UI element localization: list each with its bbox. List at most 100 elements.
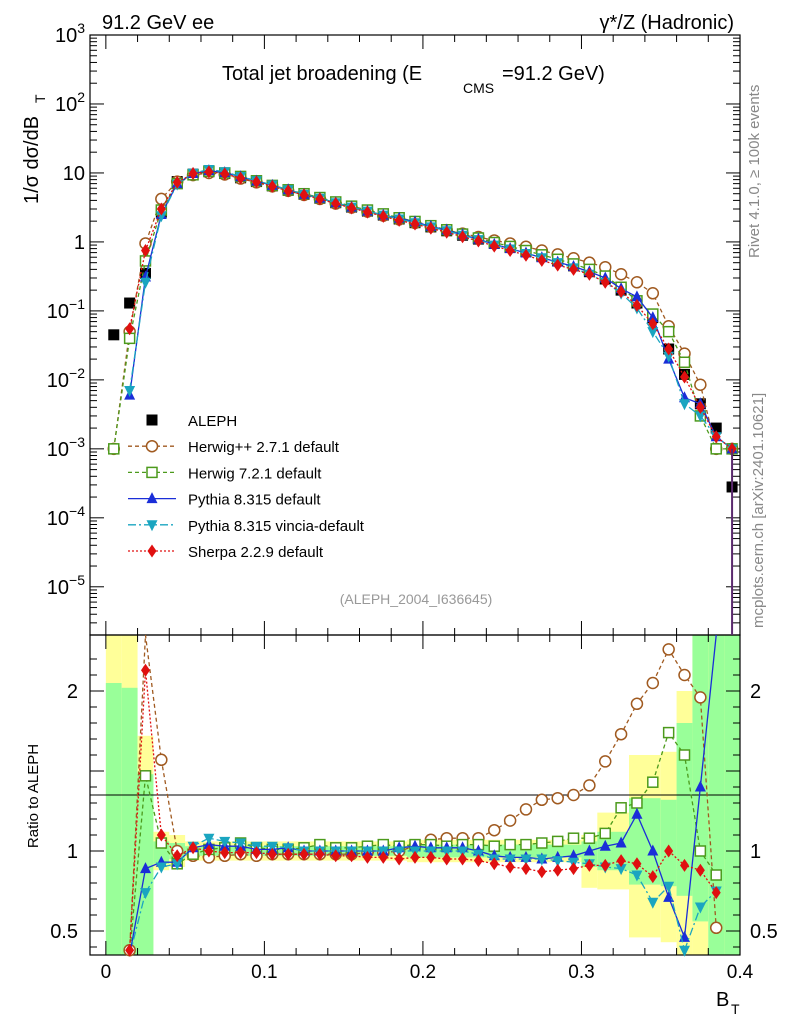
ratio-point [680, 858, 690, 872]
data-point [695, 400, 705, 414]
band-inner-5 [185, 846, 408, 856]
data-point [378, 209, 388, 223]
ratio-point [235, 838, 247, 850]
axis-ticks [90, 34, 741, 955]
series-pythia-8-315-vincia-default [124, 165, 738, 456]
data-point [505, 244, 515, 258]
ratio-point [331, 849, 341, 863]
series-line [128, 169, 733, 450]
band-inner-0 [105, 683, 122, 955]
ratio-y-axis-label: Ratio to ALEPH [25, 744, 42, 848]
y-tick-label: 10−1 [47, 296, 85, 323]
ratio-point [188, 841, 198, 855]
data-point [521, 248, 531, 262]
ratio-tick-label-left: 1 [67, 841, 78, 863]
band-inner-9 [629, 798, 661, 885]
data-point [569, 262, 579, 276]
ratio-point [139, 862, 151, 874]
ratio-point [441, 846, 453, 858]
ratio-point [662, 643, 675, 656]
data-point [155, 211, 167, 223]
ratio-point [599, 839, 611, 851]
ratio-point [489, 857, 499, 871]
data-point [204, 165, 214, 179]
data-point [537, 253, 547, 267]
ratio-point [648, 870, 658, 884]
data-point [220, 167, 230, 181]
data-point [710, 422, 722, 434]
legend-label: Sherpa 2.2.9 default [188, 544, 324, 561]
data-point [299, 188, 309, 202]
ratio-point [140, 663, 150, 677]
data-point [694, 411, 706, 423]
ratio-point [583, 832, 596, 844]
ratio-point [505, 860, 515, 874]
data-point [614, 267, 628, 281]
data-point [394, 213, 404, 227]
ratio-point [568, 849, 580, 861]
data-point [442, 225, 452, 239]
data-point [616, 285, 626, 299]
svg-text:B: B [716, 989, 729, 1011]
band-inner-10 [660, 799, 677, 887]
ratio-point [347, 849, 357, 863]
data-point [139, 277, 151, 289]
ratio-point [551, 835, 564, 848]
data-point [315, 192, 325, 206]
rivet-version-label: Rivet 4.1.0, ≥ 100k events [746, 85, 763, 258]
ratio-point [155, 862, 167, 874]
ratio-point [393, 846, 405, 858]
data-point [108, 443, 120, 455]
ratio-point [567, 832, 580, 844]
data-point [458, 230, 468, 244]
x-tick-label: 0.4 [727, 962, 754, 983]
ratio-tick-label-right: 0.5 [750, 921, 778, 943]
data-point [124, 386, 136, 398]
ratio-point [488, 823, 501, 837]
legend-label: Herwig 7.2.1 default [188, 465, 322, 482]
ratio-point [267, 847, 277, 861]
data-point [410, 217, 420, 231]
tick-labels: 0 0.1 0.2 0.3 0.410310210110−110−210−310−410… [47, 20, 778, 983]
data-point [251, 175, 261, 189]
data-point [679, 399, 691, 411]
y-tick-label: 1 [74, 232, 85, 254]
x-tick-label: 0.1 [251, 962, 277, 983]
ratio-point [709, 921, 723, 935]
data-point [108, 329, 120, 341]
ratio-point [600, 858, 610, 872]
ratio-tick-label-right: 2 [750, 681, 761, 703]
ratio-point [535, 793, 549, 807]
y-tick-label: 10−5 [47, 572, 85, 599]
legend-marker [147, 544, 157, 558]
ratio-tick-label-left: 2 [67, 681, 78, 703]
legend-label: Pythia 8.315 default [188, 492, 321, 509]
legend-label: ALEPH [188, 413, 237, 430]
ratio-point [156, 828, 166, 842]
ratio-point [694, 691, 707, 704]
y-tick-label: 10 [63, 163, 85, 185]
ratio-point [598, 755, 612, 768]
legend-label: Pythia 8.315 vincia-default [188, 518, 365, 535]
band-inner-11 [676, 723, 693, 896]
ratio-point [283, 847, 293, 861]
ratio-point [553, 863, 563, 877]
svg-text:=91.2 GeV): =91.2 GeV) [502, 63, 605, 85]
legend-marker [146, 414, 158, 426]
data-point [647, 311, 659, 323]
ratio-point [615, 864, 627, 876]
ratio-point [203, 833, 215, 845]
ratio-point [615, 836, 627, 848]
ratio-point [457, 846, 469, 858]
svg-text:Total jet broadening (E: Total jet broadening (E [222, 63, 422, 85]
ratio-point [552, 856, 564, 868]
series-line [128, 168, 733, 450]
y-tick-label: 103 [55, 20, 85, 47]
ratio-point [631, 807, 643, 819]
beam-label: 91.2 GeV ee [102, 12, 214, 34]
plot-title: Total jet broadening (E CMS =91.2 GeV) [222, 63, 605, 96]
ratio-point [584, 858, 594, 872]
ratio-point [458, 852, 468, 866]
ratio-point [569, 862, 579, 876]
series-line [113, 170, 733, 450]
